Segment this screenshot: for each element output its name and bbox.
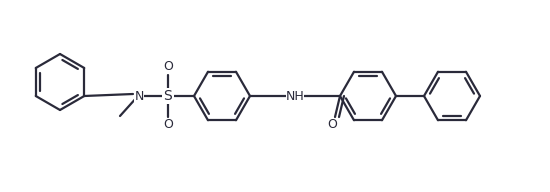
Text: N: N xyxy=(134,89,144,103)
Text: O: O xyxy=(163,60,173,74)
Text: O: O xyxy=(163,118,173,132)
Text: NH: NH xyxy=(285,89,304,103)
Text: O: O xyxy=(327,118,337,132)
Text: S: S xyxy=(164,89,172,103)
